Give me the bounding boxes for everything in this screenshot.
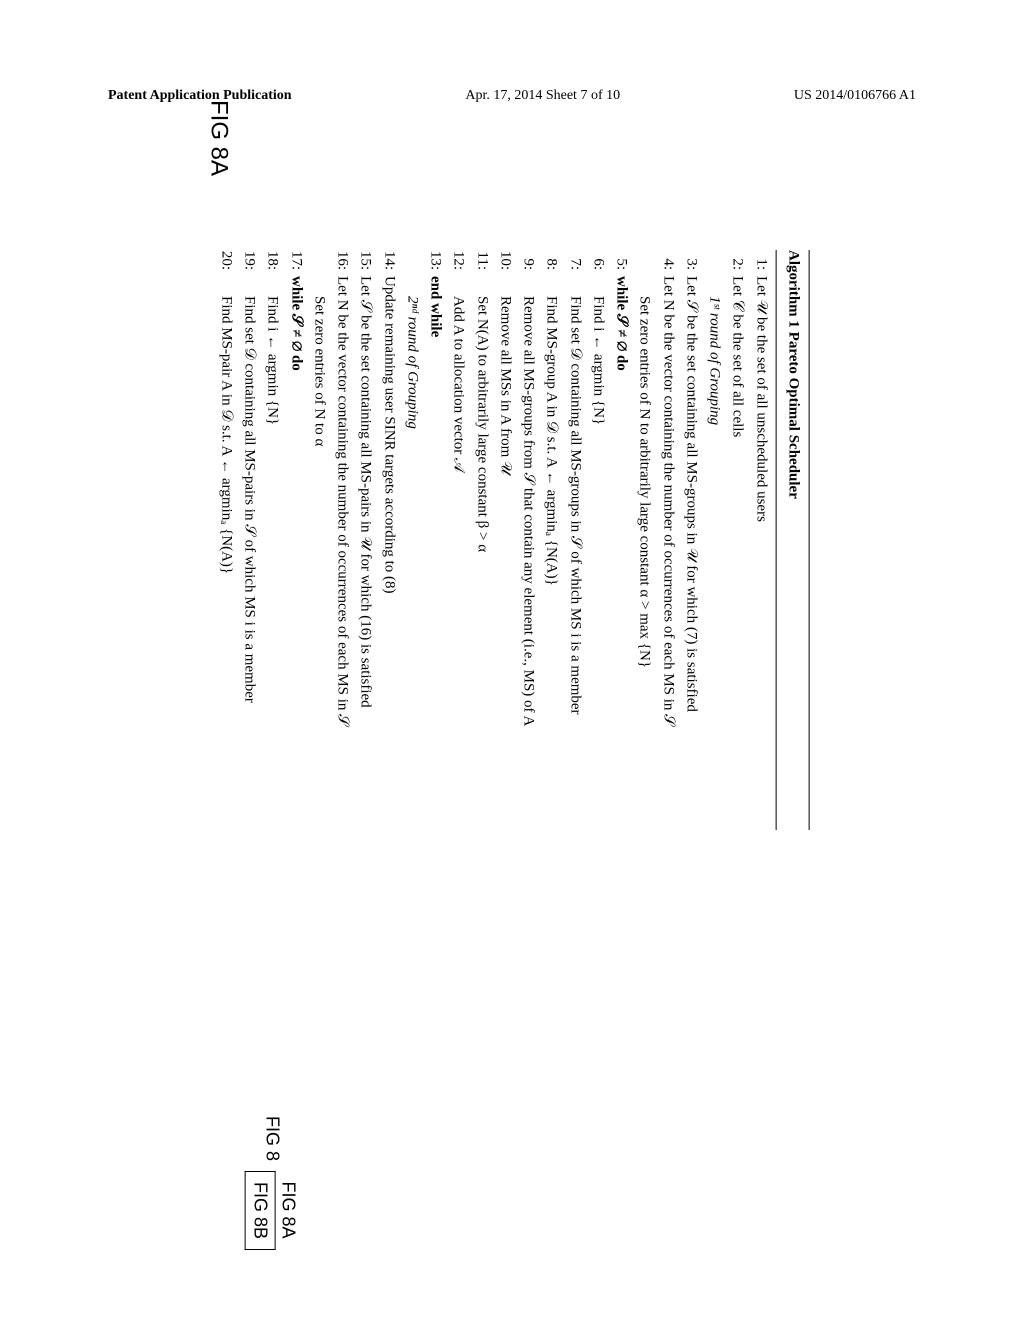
algorithm-line-text: Add A to allocation vector 𝒜 (447, 276, 470, 830)
algorithm-line: 20:Find MS-pair A in 𝒟 s.t. A ← argminₐ … (214, 250, 237, 830)
algorithm-line-text: 2ⁿᵈ round of Grouping (400, 276, 423, 830)
algorithm-line-number: 8: (540, 250, 563, 276)
algorithm-line: 4:Let N be the vector containing the num… (656, 250, 679, 830)
algorithm-line-text: Let 𝒮 be the set containing all MS-pairs… (354, 276, 377, 830)
algorithm-line-number (400, 250, 423, 276)
algorithm-line-text: Find set 𝒟 containing all MS-groups in 𝒮… (563, 276, 586, 830)
algorithm-block: Algorithm 1 Pareto Optimal Scheduler 1:L… (214, 250, 809, 830)
algorithm-line-text: Set zero entries of N to α (307, 276, 330, 830)
algorithm-line-number: 5: (610, 250, 633, 276)
algorithm-line: 11:Set N(A) to arbitrarily large constan… (470, 250, 493, 830)
figure-key: FIG 8 FIG 8A FIG 8B (244, 1106, 300, 1250)
algorithm-line-number: 12: (447, 250, 470, 276)
algorithm-line: 17:while 𝒮 ≠ ∅ do (284, 250, 307, 830)
algorithm-line-number: 10: (493, 250, 516, 276)
algorithm-line: 2ⁿᵈ round of Grouping (400, 250, 423, 830)
algorithm-line: 14:Update remaining user SINR targets ac… (377, 250, 400, 830)
algorithm-line-text: while 𝒮 ≠ ∅ do (610, 276, 633, 830)
algorithm-line-text: Find i ← argmin {N} (586, 276, 609, 830)
algorithm-line-number: 20: (214, 250, 237, 276)
algorithm-line-text: Set N(A) to arbitrarily large constant β… (470, 276, 493, 830)
algorithm-line: 15:Let 𝒮 be the set containing all MS-pa… (354, 250, 377, 830)
algorithm-line-text: Remove all MSs in A from 𝒰 (493, 276, 516, 830)
algorithm-line: Set zero entries of N to α (307, 250, 330, 830)
algorithm-line-text: Remove all MS-groups from 𝒮 that contain… (517, 276, 540, 830)
algorithm-line-number: 19: (238, 250, 261, 276)
algorithm-line: Set zero entries of N to arbitrarily lar… (633, 250, 656, 830)
algorithm-line-number: 2: (726, 250, 749, 276)
algorithm-line-text: Find MS-pair A in 𝒟 s.t. A ← argminₐ {N(… (214, 276, 237, 830)
algorithm-line-number: 18: (261, 250, 284, 276)
algorithm-line-number: 13: (424, 250, 447, 276)
algorithm-line-number (307, 250, 330, 276)
algorithm-line-text: Find set 𝒟 containing all MS-pairs in 𝒮 … (238, 276, 261, 830)
algorithm-line: 13:end while (424, 250, 447, 830)
fig-key-main: FIG 8 (245, 1106, 301, 1172)
algorithm-line-text: Set zero entries of N to arbitrarily lar… (633, 276, 656, 830)
algorithm-line-text: Let N be the vector containing the numbe… (331, 276, 354, 830)
fig-key-8a: FIG 8A (275, 1171, 301, 1249)
algorithm-line-text: Let 𝒰 be the set of all unscheduled user… (749, 276, 772, 830)
algorithm-line-number: 15: (354, 250, 377, 276)
algorithm-line: 18:Find i ← argmin {N} (261, 250, 284, 830)
algorithm-line: 6:Find i ← argmin {N} (586, 250, 609, 830)
algorithm-line: 1:Let 𝒰 be the set of all unscheduled us… (749, 250, 772, 830)
algorithm-line-text: while 𝒮 ≠ ∅ do (284, 276, 307, 830)
rotated-figure: Algorithm 1 Pareto Optimal Scheduler 1:L… (214, 150, 809, 1170)
algorithm-line-number: 17: (284, 250, 307, 276)
algorithm-line-number: 7: (563, 250, 586, 276)
algorithm-line-number: 16: (331, 250, 354, 276)
algorithm-line: 3:Let 𝒮 be the set containing all MS-gro… (679, 250, 702, 830)
algorithm-line: 9:Remove all MS-groups from 𝒮 that conta… (517, 250, 540, 830)
algorithm-title: Algorithm 1 Pareto Optimal Scheduler (779, 250, 806, 830)
algorithm-line: 12:Add A to allocation vector 𝒜 (447, 250, 470, 830)
algorithm-line-number: 4: (656, 250, 679, 276)
algorithm-line-number: 14: (377, 250, 400, 276)
algorithm-line-text: Update remaining user SINR targets accor… (377, 276, 400, 830)
algorithm-line-number: 11: (470, 250, 493, 276)
algorithm-line-number: 9: (517, 250, 540, 276)
fig-key-8b: FIG 8B (245, 1171, 275, 1249)
algorithm-line: 1ˢᵗ round of Grouping (703, 250, 726, 830)
algorithm-line-text: Let 𝒞 be the set of all cells (726, 276, 749, 830)
algorithm-line-number (633, 250, 656, 276)
header-center: Apr. 17, 2014 Sheet 7 of 10 (465, 88, 620, 104)
algorithm-line-number: 3: (679, 250, 702, 276)
algorithm-line-text: Let 𝒮 be the set containing all MS-group… (679, 276, 702, 830)
algorithm-line-text: 1ˢᵗ round of Grouping (703, 276, 726, 830)
algorithm-line-text: Find i ← argmin {N} (261, 276, 284, 830)
algorithm-line-text: Find MS-group A in 𝒟 s.t. A ← argminₐ {N… (540, 276, 563, 830)
algorithm-line: 2:Let 𝒞 be the set of all cells (726, 250, 749, 830)
algorithm-line-number: 1: (749, 250, 772, 276)
algorithm-line: 19:Find set 𝒟 containing all MS-pairs in… (238, 250, 261, 830)
algorithm-line: 5:while 𝒮 ≠ ∅ do (610, 250, 633, 830)
algorithm-line-number (703, 250, 726, 276)
algorithm-line-text: Let N be the vector containing the numbe… (656, 276, 679, 830)
algorithm-line: 16:Let N be the vector containing the nu… (331, 250, 354, 830)
header-right: US 2014/0106766 A1 (794, 88, 916, 104)
algorithm-line: 7:Find set 𝒟 containing all MS-groups in… (563, 250, 586, 830)
algorithm-line: 10:Remove all MSs in A from 𝒰 (493, 250, 516, 830)
header-left: Patent Application Publication (108, 88, 292, 104)
figure-label-8a: FIG 8A (204, 100, 232, 176)
algorithm-line-number: 6: (586, 250, 609, 276)
algorithm-line-text: end while (424, 276, 447, 830)
algorithm-line: 8:Find MS-group A in 𝒟 s.t. A ← argminₐ … (540, 250, 563, 830)
